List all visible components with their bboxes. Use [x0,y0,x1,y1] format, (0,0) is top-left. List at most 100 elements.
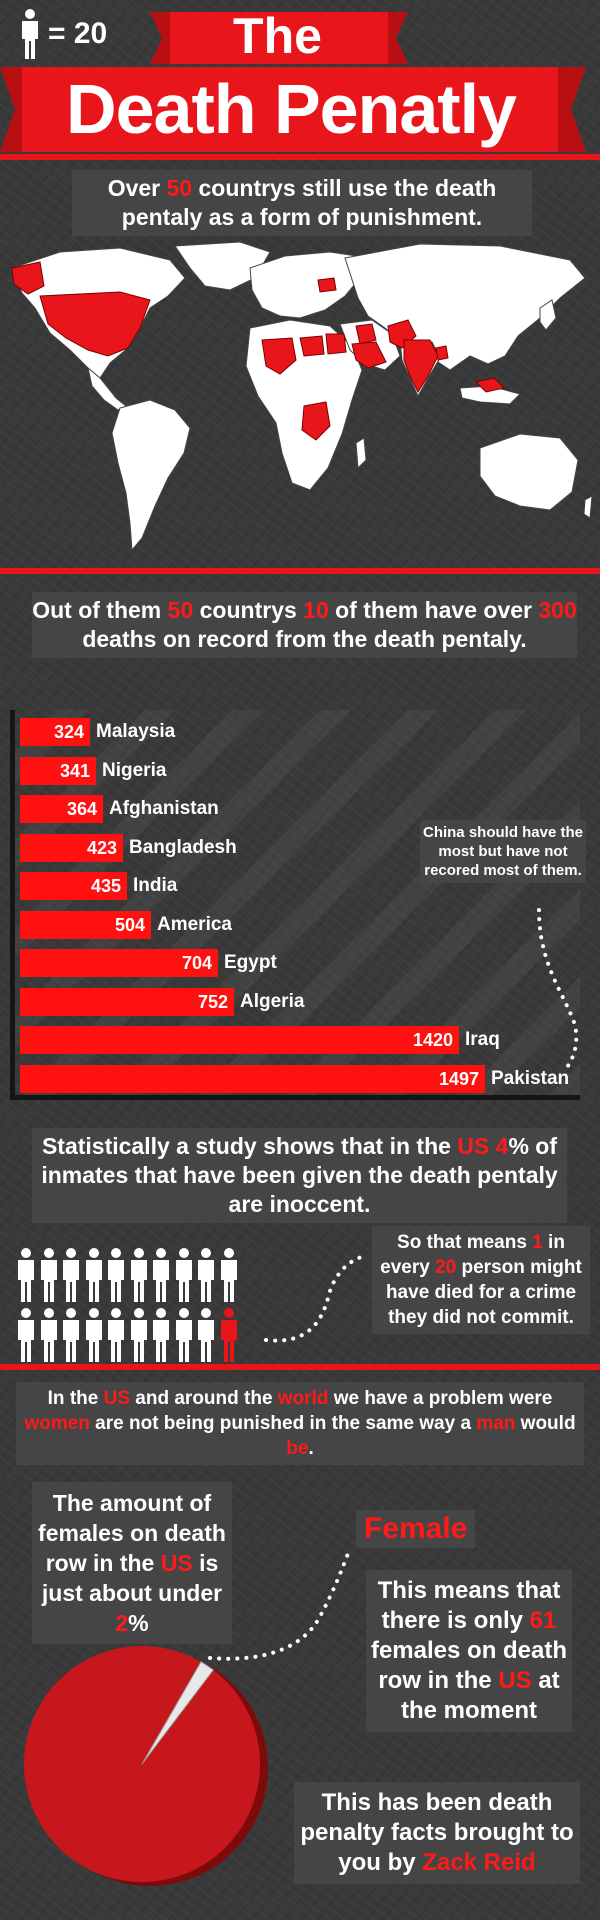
ribbon-tail-left-icon [150,12,170,64]
person-icon [40,1308,57,1362]
title-ribbon-small [165,12,390,64]
intro-text: Over 50 countrys still use the death pen… [72,170,532,236]
map-greenland [174,241,271,291]
bar-category-label: Bangladesh [129,836,237,858]
bar-category-label: Iraq [465,1029,500,1050]
map-libya-highlight [299,335,325,357]
map-europe [249,251,371,319]
bar-category-label: Nigeria [102,759,167,781]
divider [0,1364,600,1370]
bar-america: 504 America [20,910,232,939]
credit-text: This has been death penalty facts brough… [294,1782,580,1884]
bar-category-label: India [133,875,178,896]
map-usa-highlight [39,291,151,357]
bar-value-label: 752 [197,991,228,1012]
bar-egypt: 704 Egypt [20,949,277,977]
bar-value-label: 1497 [438,1068,479,1089]
map-iraq-highlight [355,323,377,345]
females-percent-text: The amount of females on death row in th… [32,1482,232,1644]
person-icon [85,1308,102,1362]
person-icon [220,1248,237,1302]
person-icon [130,1248,147,1302]
map-belarus-highlight [317,277,337,293]
female-pie-chart [24,1646,268,1886]
map-central-america [87,366,127,411]
bar-value-label: 324 [53,722,84,742]
bar-nigeria: 341 Nigeria [20,756,166,785]
innocent-person-icon [220,1308,237,1362]
map-japan [539,299,557,331]
divider [0,154,600,160]
note-connector-dots [537,908,579,1072]
title-ribbon-large [22,67,560,152]
map-new-zealand [583,495,593,519]
pictogram-legend: = 20 [20,8,107,60]
map-congo-highlight [301,401,331,441]
map-saudi-highlight [351,341,387,369]
ribbon-tail-right-icon [388,12,408,64]
person-icon [18,1308,34,1362]
map-malaysia-highlight [475,377,505,393]
bar-category-label: America [157,913,232,935]
person-icon [153,1308,169,1362]
person-icon [18,1248,34,1302]
bar-afghanistan: 364 Afghanistan [20,795,219,823]
bar-india: 435 India [20,872,177,900]
bar-value-label: 704 [181,953,212,973]
bar-value-label: 341 [59,760,90,781]
innocent-stat-text: Statistically a study shows that in the … [32,1128,567,1223]
bar-value-label: 504 [114,914,145,935]
legend-value: = 20 [48,17,108,50]
executions-bar-chart: 324 Malaysia 341 Nigeria 364 Afghanistan 423 Ba… [10,710,580,1100]
bar-iraq: 1420 Iraq [20,1026,500,1054]
bar-algeria: 752 Algeria [20,987,304,1016]
person-icon [108,1248,124,1302]
bar-value-label: 364 [66,799,97,819]
bar-value-label: 1420 [412,1030,453,1050]
person-icon [153,1248,169,1302]
female-count-text: This means that there is only 61 females… [366,1570,572,1732]
world-map [11,241,593,552]
bar-bangladesh: 423 Bangladesh [20,833,237,862]
pictogram-connector-dots [264,1254,368,1343]
bar-category-label: Pakistan [491,1067,570,1089]
map-egypt-highlight [325,333,347,355]
person-icon [63,1248,79,1302]
top-countries-text: Out of them 50 countrys 10 of them have … [32,592,577,658]
person-icon [85,1248,102,1302]
person-icon [198,1248,214,1302]
person-icon [108,1308,124,1362]
map-south-america [111,399,191,552]
bar-category-label: Afghanistan [109,798,219,819]
pie-connector-dots [208,1546,352,1661]
one-in-twenty-text: So that means 1 in every 20 person might… [372,1226,590,1334]
map-australia [479,433,579,511]
map-alaska-highlight [11,261,45,295]
bar-malaysia: 324 Malaysia [20,718,175,746]
bar-category-label: Egypt [224,952,277,973]
person-icon [40,1248,57,1302]
women-problem-text: In the US and around the world we have a… [16,1382,584,1465]
person-icon [175,1308,192,1362]
map-madagascar [355,437,367,470]
person-icon [175,1248,192,1302]
title-line1: The [233,8,322,64]
china-note: China should have the most but have not … [420,820,586,883]
pie-female-slice [141,1661,215,1765]
person-icon [130,1308,147,1362]
bar-value-label: 423 [86,837,117,858]
bar-pakistan: 1497 Pakistan [20,1064,569,1093]
bar-category-label: Algeria [240,990,305,1012]
bar-value-label: 435 [90,876,121,896]
ribbon-tail-left-large-icon [0,67,26,152]
bar-category-label: Malaysia [96,721,176,742]
person-icon [198,1308,214,1362]
map-west-africa-highlight [261,337,297,375]
person-icon [63,1308,79,1362]
divider [0,568,600,574]
map-bangladesh-highlight [435,345,449,361]
female-label: Female [356,1510,476,1548]
title-line2: Death Penatly [66,70,517,148]
ribbon-tail-right-large-icon [558,67,586,152]
map-india-highlight [403,339,439,394]
